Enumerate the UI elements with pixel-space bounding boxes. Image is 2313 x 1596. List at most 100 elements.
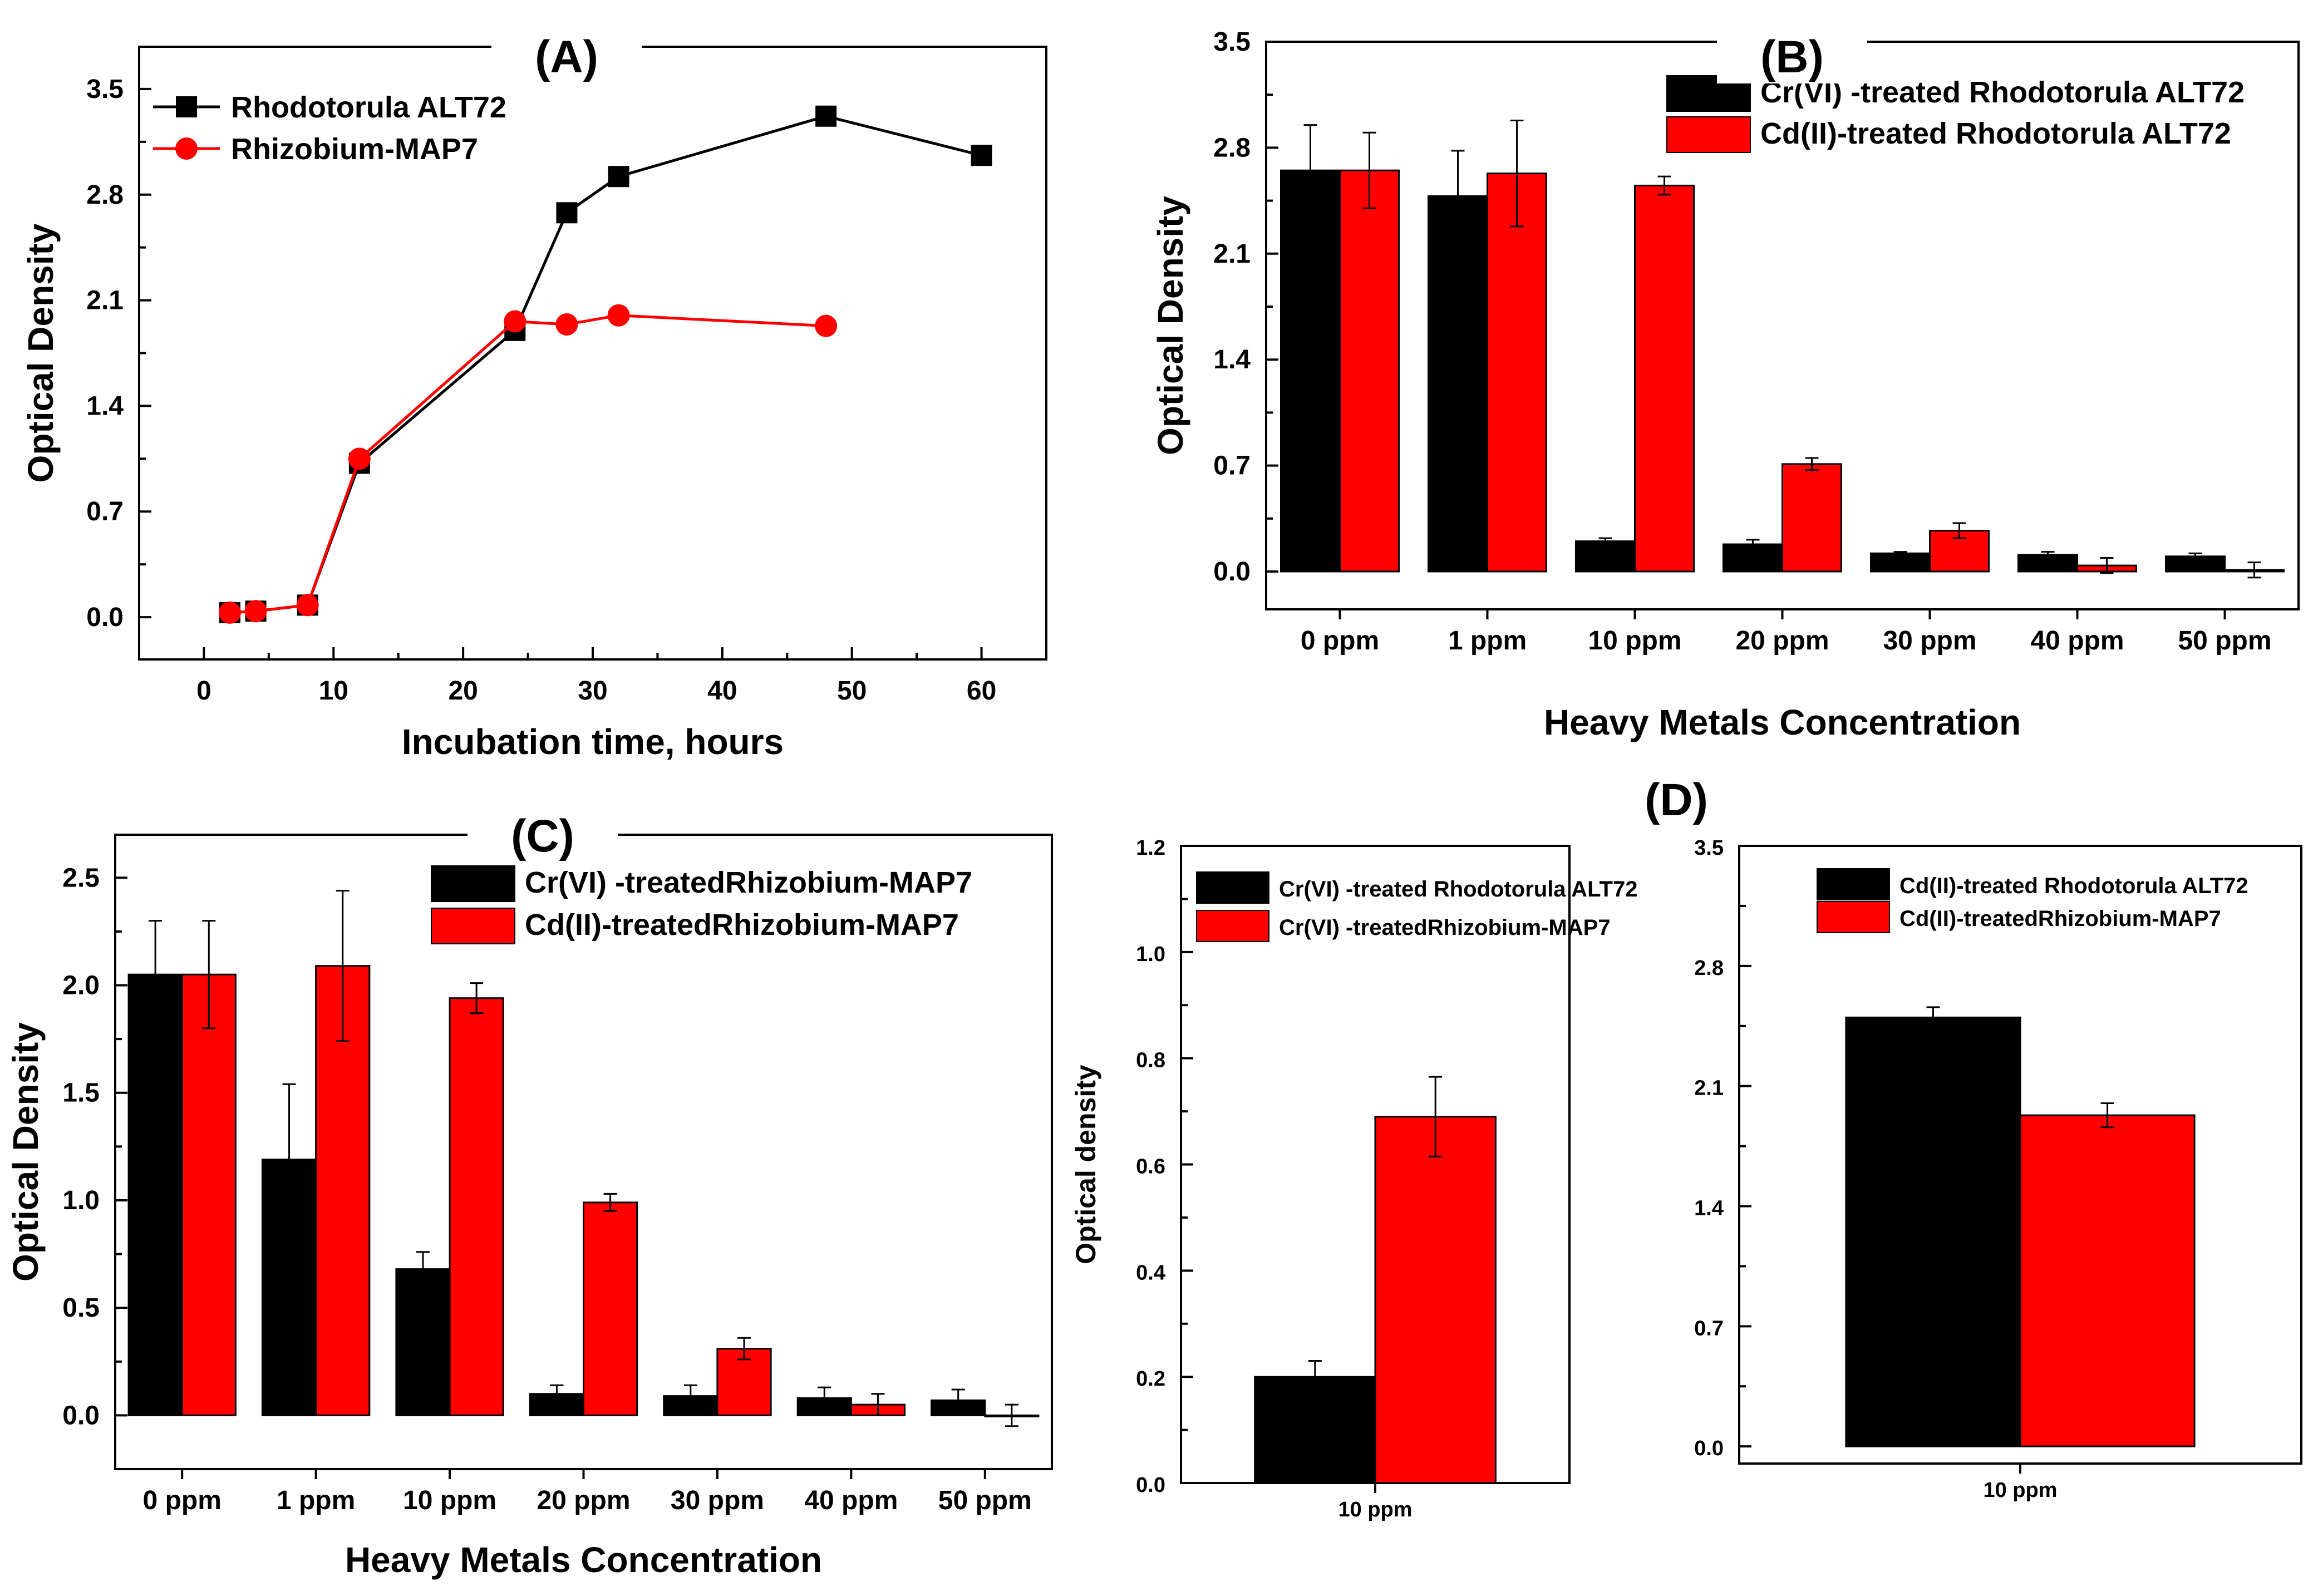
y-tick-label: 0.0 <box>86 603 124 632</box>
legend-label: Rhizobium-MAP7 <box>231 132 478 166</box>
data-point-square <box>815 105 837 127</box>
title-mask <box>491 28 642 83</box>
legend-swatch-black <box>1817 868 1890 900</box>
x-tick-label: 40 <box>707 676 737 706</box>
y-tick-label: 1.0 <box>1136 943 1165 966</box>
y-tick-label: 1.4 <box>1694 1197 1724 1220</box>
y-tick-label: 3.5 <box>1694 836 1724 860</box>
x-tick-label: 1 ppm <box>1448 626 1527 656</box>
data-point-square <box>556 202 578 224</box>
data-point-circle <box>348 447 371 470</box>
x-tick-label: 0 ppm <box>143 1486 222 1515</box>
x-tick-label: 10 ppm <box>1588 626 1681 656</box>
bar-red <box>1374 1116 1497 1484</box>
panel-title: (B) <box>1760 32 1824 82</box>
y-tick-label: 0.0 <box>1694 1437 1724 1460</box>
bar-black <box>261 1159 317 1416</box>
y-tick-label: 0.8 <box>1136 1049 1165 1072</box>
data-point-circle <box>296 594 319 617</box>
y-tick-label: 0.4 <box>1136 1261 1165 1284</box>
data-point-circle <box>607 304 630 327</box>
bar-red <box>583 1201 638 1416</box>
x-tick-label: 20 ppm <box>537 1486 630 1515</box>
data-point-square <box>971 145 992 166</box>
legend-label: Cr(VI) -treated Rhodotorula ALT72 <box>1279 877 1637 902</box>
x-tick-label: 50 <box>837 676 867 706</box>
chart-panel-4: 0.0 0.2 0.4 0.6 0.8 1.0 1.2 10 ppm Cr(VI) -treat… <box>1070 836 1637 1521</box>
x-tick-label: 50 ppm <box>938 1486 1032 1515</box>
y-axis-label: Optical Density <box>6 1022 46 1282</box>
chart-panel-3: 0.0 0.5 1.0 1.5 2.0 2.5 0 ppm 1 ppm 10 ppm 20 ppm… <box>6 807 1053 1580</box>
y-tick-label: 2.1 <box>1694 1077 1724 1100</box>
x-tick-label: 60 <box>967 676 996 706</box>
legend-marker-square <box>176 96 197 117</box>
y-axis-label: Optical Density <box>21 223 61 482</box>
legend-label: Cr(VI) -treatedRhizobium-MAP7 <box>525 866 972 899</box>
x-axis-label: Incubation time, hours <box>402 722 784 762</box>
bar-red <box>1634 184 1695 573</box>
x-tick-label: 30 <box>578 676 607 706</box>
y-tick-label: 1.0 <box>62 1186 100 1215</box>
bar-red <box>1487 173 1547 573</box>
bar-red <box>181 973 237 1416</box>
y-tick-label: 0.0 <box>1213 557 1251 587</box>
bar-black <box>1428 195 1488 573</box>
y-tick-label: 0.7 <box>86 497 124 526</box>
bar-black <box>1575 540 1636 573</box>
legend-marker-circle <box>175 137 198 160</box>
legend-label: Cd(II)-treated Rhodotorula ALT72 <box>1899 874 2248 898</box>
legend-label: Cd(II)-treatedRhizobium-MAP7 <box>1899 907 2221 931</box>
panel-d-title: (D) <box>1645 775 1708 825</box>
legend-swatch-black <box>1196 871 1269 904</box>
legend-swatch-red <box>1817 901 1890 933</box>
data-point-circle <box>815 314 838 337</box>
x-tick-label: 40 ppm <box>804 1486 898 1515</box>
legend-swatch-red <box>1196 910 1269 942</box>
panel-title: (C) <box>511 811 574 861</box>
data-point-circle <box>504 310 526 333</box>
series-line-1 <box>229 115 982 614</box>
x-tick-label: 10 ppm <box>1338 1498 1412 1521</box>
y-tick-label: 2.1 <box>86 286 124 316</box>
panel-title: (A) <box>535 32 598 82</box>
y-tick-label: 0.0 <box>62 1401 100 1430</box>
x-tick-label: 50 ppm <box>2178 626 2271 656</box>
y-tick-label: 0.7 <box>1694 1317 1724 1340</box>
y-tick-label: 2.1 <box>1213 239 1251 269</box>
x-axis-label: Heavy Metals Concentration <box>1544 702 2021 742</box>
y-tick-label: 3.5 <box>86 75 124 104</box>
x-tick-label: 10 <box>319 676 348 706</box>
data-point-circle <box>555 313 578 336</box>
data-point-square <box>608 166 629 188</box>
x-tick-label: 0 <box>196 676 211 706</box>
x-axis-label: Heavy Metals Concentration <box>345 1540 822 1580</box>
bar-black <box>127 973 183 1416</box>
x-tick-label: 10 ppm <box>403 1486 496 1515</box>
x-tick-label: 30 ppm <box>1883 626 1976 656</box>
bar-black <box>1254 1376 1376 1484</box>
legend-label: Rhodotorula ALT72 <box>231 91 506 124</box>
y-tick-label: 2.5 <box>62 863 100 893</box>
x-tick-label: 40 ppm <box>2030 626 2124 656</box>
legend-swatch-red <box>1666 116 1751 153</box>
y-tick-label: 1.5 <box>62 1078 100 1108</box>
y-axis-label: Optical Density <box>1150 196 1190 455</box>
legend-label: Cr(VI) -treatedRhizobium-MAP7 <box>1279 915 1611 940</box>
chart-panel-5: 0.0 0.7 1.4 2.1 2.8 3.5 10 ppm Cd(II)-treated R… <box>1694 836 2302 1502</box>
y-tick-label: 0.2 <box>1136 1367 1165 1391</box>
y-tick-label: 3.5 <box>1213 27 1251 57</box>
chart-panel-2: 0.0 0.7 1.4 2.1 2.8 3.5 0 ppm 1 ppm 10 ppm 20 ppm… <box>1150 27 2300 742</box>
y-tick-label: 1.4 <box>1213 345 1251 375</box>
data-point-circle <box>244 600 267 623</box>
title-mask <box>467 807 618 863</box>
x-tick-label: 20 ppm <box>1735 626 1829 656</box>
x-tick-label: 0 ppm <box>1301 626 1379 656</box>
y-tick-label: 2.0 <box>62 971 100 1001</box>
bar-black <box>1870 552 1931 573</box>
y-tick-label: 0.6 <box>1136 1155 1165 1179</box>
bar-red <box>1339 169 1400 573</box>
chart-panel-1: 0.0 0.7 1.4 2.1 2.8 3.5 0 10 20 30 40 50 60 Rhodotoru… <box>21 28 1047 762</box>
y-tick-label: 2.8 <box>86 180 124 210</box>
legend-swatch-red <box>431 908 515 944</box>
